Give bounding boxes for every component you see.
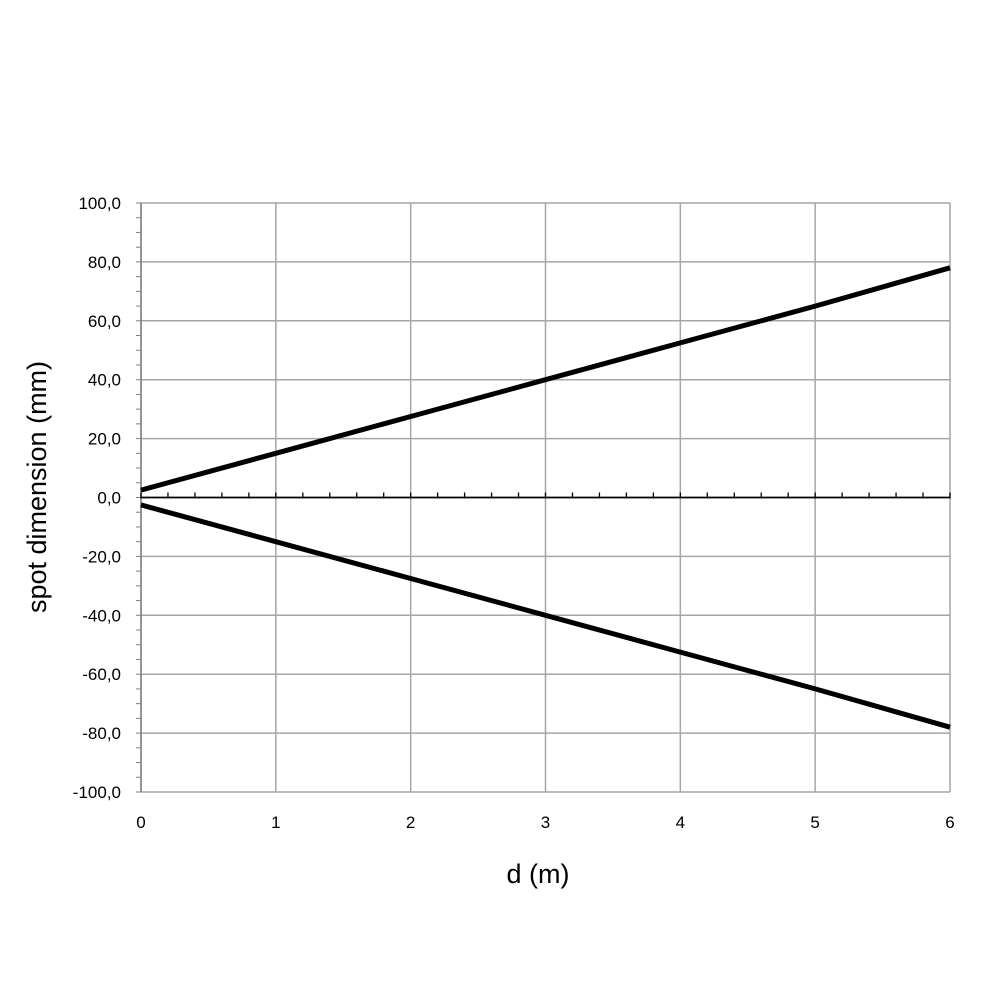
- x-tick-label: 4: [676, 813, 685, 832]
- y-axis-title: spot dimension (mm): [22, 361, 52, 613]
- x-tick-label: 0: [136, 813, 145, 832]
- y-tick-label: 80,0: [88, 253, 121, 272]
- y-tick-label: 60,0: [88, 312, 121, 331]
- x-tick-label: 2: [406, 813, 415, 832]
- x-tick-label: 1: [271, 813, 280, 832]
- y-tick-label: -100,0: [73, 783, 121, 802]
- series-line: [140, 265, 951, 493]
- y-tick-label: 40,0: [88, 371, 121, 390]
- axes: [136, 202, 951, 793]
- tick-labels: 0 1 2 3 4 5 6 100,0 80,0 60,0 40,0 20,0 0,0 -20,0 -40,…: [73, 194, 955, 832]
- series-layer: [140, 265, 951, 730]
- y-tick-label: 100,0: [78, 194, 121, 213]
- series-line: [140, 502, 951, 730]
- x-tick-label: 6: [945, 813, 954, 832]
- x-tick-label: 3: [541, 813, 550, 832]
- y-tick-label: 0,0: [97, 489, 121, 508]
- y-tick-label: -80,0: [82, 724, 121, 743]
- x-tick-label: 5: [810, 813, 819, 832]
- y-tick-label: 20,0: [88, 430, 121, 449]
- y-tick-label: -20,0: [82, 547, 121, 566]
- x-axis-title: d (m): [507, 859, 570, 889]
- y-tick-label: -60,0: [82, 665, 121, 684]
- y-tick-label: -40,0: [82, 606, 121, 625]
